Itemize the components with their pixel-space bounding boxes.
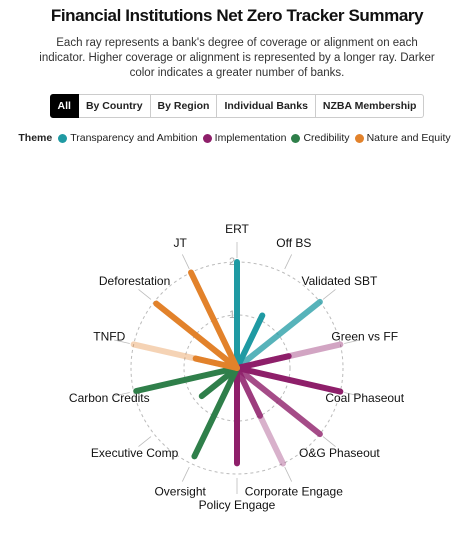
ray — [198, 365, 240, 400]
legend: Theme Transparency and Ambition Implement… — [0, 132, 474, 144]
ray — [234, 365, 323, 438]
legend-label: Credibility — [303, 132, 350, 144]
tab[interactable]: By Region — [150, 94, 218, 118]
legend-swatch — [354, 133, 364, 143]
leader-line — [114, 392, 130, 397]
ray — [188, 269, 240, 371]
indicator-label: JT — [173, 236, 187, 250]
indicator-label: Deforestation — [99, 274, 170, 288]
legend-item[interactable]: Implementation — [202, 132, 287, 144]
tab[interactable]: All — [49, 94, 79, 118]
indicator-label: Carbon Credits — [69, 391, 150, 405]
title: Financial Institutions Net Zero Tracker … — [50, 6, 424, 25]
indicator-label: TNFD — [93, 329, 125, 343]
tab[interactable]: NZBA Membership — [315, 94, 425, 118]
indicator-label: Validated SBT — [302, 274, 378, 288]
legend-item[interactable]: Credibility — [291, 132, 350, 144]
indicator-label: Off BS — [276, 236, 311, 250]
indicator-label: Corporate Engage — [245, 485, 343, 499]
ray — [192, 355, 240, 371]
grid-ring — [183, 314, 291, 422]
indicator-label: Executive Comp — [91, 446, 179, 460]
tab[interactable]: Individual Banks — [217, 94, 316, 118]
legend-title: Theme — [18, 132, 53, 144]
leader-line — [284, 254, 293, 270]
leader-line — [344, 339, 360, 344]
indicator-label: Policy Engage — [199, 498, 276, 512]
legend-item[interactable]: Nature and Equity — [354, 132, 451, 144]
leader-line — [181, 254, 190, 270]
ray — [234, 365, 344, 395]
leader-line — [322, 436, 336, 447]
leader-line — [138, 289, 152, 300]
leader-line — [344, 392, 360, 397]
leader-line — [322, 289, 336, 300]
ray — [234, 312, 266, 371]
tab[interactable]: By Country — [78, 94, 151, 118]
legend-label: Implementation — [214, 132, 287, 144]
ray — [234, 298, 323, 371]
legend-item[interactable]: Transparency and Ambition — [58, 132, 198, 144]
legend-swatch — [58, 133, 68, 143]
ray — [234, 365, 263, 419]
tabs: All By Country By Region Individual Banks NZ… — [0, 94, 474, 118]
indicator-label: O&G Phaseout — [299, 446, 380, 460]
ray — [153, 300, 240, 371]
leader-line — [284, 466, 293, 482]
indicator-label: ERT — [225, 222, 249, 236]
leader-line — [138, 436, 152, 447]
chart: 1 2 ERT Off BS Validated SBT Green vs FF Coal … — [69, 222, 405, 512]
r-tick-label: 1 — [229, 309, 235, 321]
indicator-label: Green vs FF — [331, 329, 398, 343]
ray — [191, 365, 240, 460]
legend-label: Nature and Equity — [366, 132, 451, 144]
indicator-label: Oversight — [154, 485, 206, 499]
subtitle: Each ray represents a bank's degree of c… — [39, 37, 435, 79]
leader-line — [181, 466, 190, 482]
legend-swatch — [291, 133, 301, 143]
indicator-label: Coal Phaseout — [325, 391, 404, 405]
legend-label: Transparency and Ambition — [70, 132, 198, 144]
legend-swatch — [202, 133, 212, 143]
ray — [133, 365, 240, 394]
leader-line — [114, 339, 130, 344]
ray — [234, 353, 292, 371]
r-tick-label: 2 — [229, 256, 235, 268]
